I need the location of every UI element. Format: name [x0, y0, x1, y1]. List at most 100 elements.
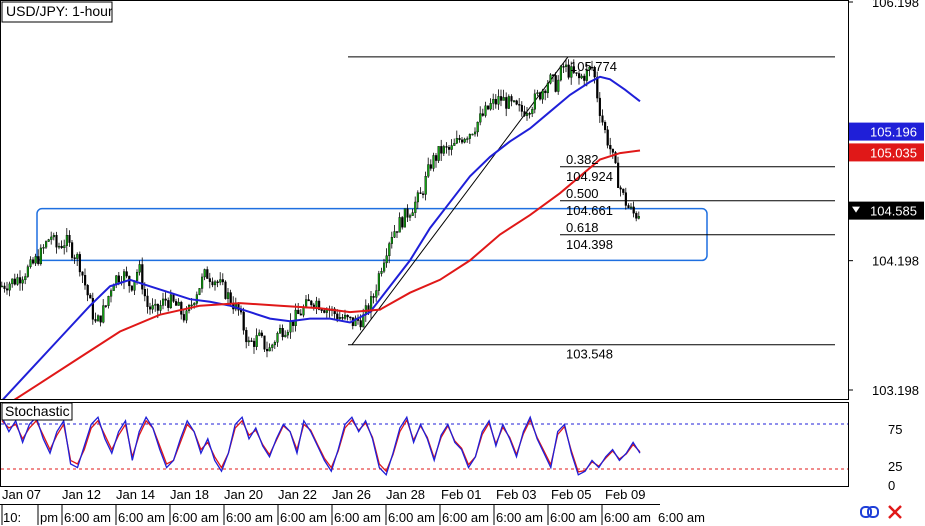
candle	[544, 89, 547, 101]
candle	[617, 156, 620, 188]
candle	[211, 277, 214, 288]
candle	[281, 324, 284, 341]
bottom-time-label: pm	[40, 510, 58, 525]
candle	[250, 337, 253, 342]
y-tick-label: 106.198	[872, 0, 919, 10]
candle	[536, 89, 539, 97]
candle	[632, 201, 635, 218]
candle	[307, 294, 310, 302]
candle	[370, 291, 373, 319]
candle	[81, 271, 84, 283]
candle	[622, 188, 625, 196]
x-date-label: Jan 26	[332, 487, 371, 502]
candle	[474, 127, 477, 137]
main-panel-frame	[0, 0, 849, 400]
candle	[161, 292, 165, 310]
candle	[138, 260, 141, 276]
candle	[507, 94, 510, 109]
candle	[518, 98, 521, 112]
candle	[260, 330, 263, 338]
candle	[580, 73, 583, 80]
fib-value-label: 104.924	[566, 169, 613, 184]
fib-value-label: 104.661	[566, 203, 613, 218]
x-date-label: Jan 14	[116, 487, 155, 502]
candle	[286, 329, 289, 339]
candle	[424, 171, 427, 201]
candle	[200, 273, 204, 293]
candle	[232, 296, 235, 314]
candle	[614, 151, 617, 164]
candle	[122, 268, 126, 290]
candle	[520, 101, 523, 117]
candle	[471, 133, 474, 136]
candle	[120, 276, 123, 286]
candle	[497, 89, 500, 110]
candle	[50, 231, 53, 245]
candle	[463, 137, 466, 144]
candle	[247, 336, 250, 346]
candle	[174, 298, 178, 306]
candle	[11, 278, 14, 288]
candle	[380, 267, 383, 277]
stoch-signal-line	[1, 418, 641, 473]
price-tag: 105.196	[849, 122, 924, 141]
link-icon[interactable]	[860, 503, 880, 521]
candle	[396, 231, 399, 238]
candle	[133, 280, 136, 295]
candle	[401, 216, 404, 230]
candle	[271, 343, 274, 352]
candle	[68, 230, 71, 247]
candle	[94, 312, 97, 323]
candle	[445, 142, 448, 154]
fib-ratio-label: 0.500	[566, 186, 599, 201]
candle	[159, 300, 162, 314]
candle	[453, 138, 456, 146]
candle	[289, 313, 292, 339]
candle	[513, 100, 516, 103]
candle	[481, 108, 484, 117]
candle	[385, 248, 388, 268]
candle	[60, 240, 63, 249]
candle	[531, 106, 534, 118]
candle	[552, 74, 555, 82]
candle	[635, 211, 638, 222]
stoch-y-label: 75	[888, 422, 902, 437]
stoch-title: Stochastic	[5, 403, 70, 419]
chart-title-box	[1, 1, 113, 23]
candle	[435, 153, 438, 168]
x-date-label: Jan 18	[170, 487, 209, 502]
bottom-time-label: 10:	[3, 510, 21, 525]
fib-trend-line	[351, 56, 569, 346]
fib-value-label: 105.774	[570, 59, 617, 74]
candle	[29, 256, 32, 269]
candle	[76, 252, 79, 266]
candle	[526, 107, 529, 121]
candle	[450, 139, 453, 156]
candle	[372, 293, 375, 304]
bottom-time-label: 6:00 am	[388, 510, 435, 525]
candle	[429, 159, 432, 171]
stoch-y-label: 25	[888, 459, 902, 474]
candle	[203, 268, 206, 281]
close-icon[interactable]	[886, 503, 906, 521]
candle	[375, 284, 378, 302]
candle	[86, 284, 89, 302]
candle	[255, 328, 258, 351]
candle	[312, 302, 315, 311]
candle	[328, 305, 331, 318]
candle	[70, 240, 74, 261]
candle	[224, 280, 227, 300]
candle	[151, 298, 154, 314]
bottom-time-label: 6:00 am	[64, 510, 111, 525]
candle	[492, 93, 495, 111]
x-date-label: Jan 28	[386, 487, 425, 502]
stoch-panel-frame	[0, 402, 849, 487]
candle	[609, 137, 612, 155]
fib-ratio-label: 0.382	[566, 152, 599, 167]
candle	[440, 139, 443, 161]
candle	[494, 94, 497, 109]
candle	[606, 126, 609, 149]
candle	[611, 148, 614, 159]
x-date-label: Feb 03	[496, 487, 536, 502]
candle	[141, 257, 144, 295]
